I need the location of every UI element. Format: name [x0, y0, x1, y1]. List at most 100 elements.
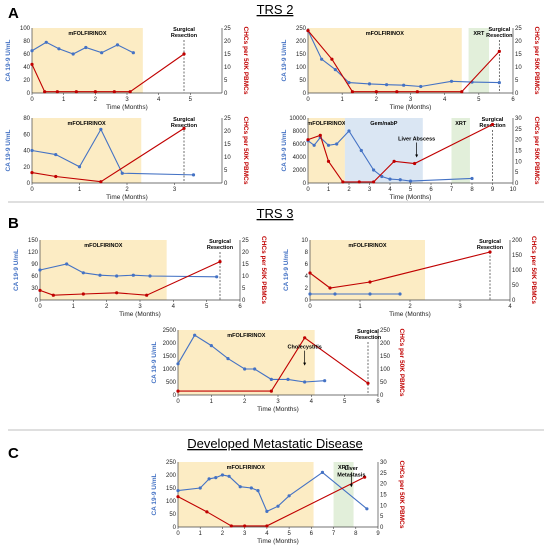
chc-point	[374, 90, 378, 94]
y-right-tick-label: 20	[224, 39, 231, 45]
region-label: XRT	[338, 465, 350, 471]
ca199-point	[398, 292, 402, 296]
ca199-point	[276, 504, 280, 508]
chc-point	[366, 381, 370, 385]
x-tick-label: 5	[343, 399, 347, 405]
chart-a3: mFOLFIRINOX 0 1 2 3 0 20 40 60 80 0 5 10 15 20 25 Time (…	[5, 116, 249, 201]
treatment-region	[308, 28, 462, 93]
treatment-region	[32, 28, 143, 93]
ca199-point	[365, 507, 369, 511]
x-axis-label: Time (Months)	[257, 538, 299, 545]
y-left-tick-label: 0	[303, 91, 307, 97]
y-left-axis-label: CA 19-9 U/mL	[5, 129, 12, 171]
y-left-tick-label: 150	[166, 486, 177, 492]
section-title-a: TRS 2	[257, 2, 294, 17]
x-tick-label: 4	[310, 399, 314, 405]
y-left-tick-label: 20	[23, 165, 30, 171]
y-right-tick-label: 10	[515, 159, 522, 165]
chc-point	[306, 29, 310, 33]
treatment-region	[178, 330, 315, 395]
y-left-axis-label: CA 19-9 U/mL	[281, 129, 288, 171]
chc-point	[81, 292, 85, 296]
ca199-point	[303, 380, 307, 384]
y-right-axis-label: CHCs per 50K PBMCs	[260, 236, 267, 304]
annotation-arrowhead	[415, 154, 419, 158]
x-tick-label: 6	[429, 187, 433, 193]
ca199-point	[408, 179, 413, 183]
ca199-point	[209, 344, 213, 348]
y-left-tick-label: 200	[296, 39, 307, 45]
x-tick-label: 3	[458, 304, 462, 310]
x-axis-label: Time (Months)	[257, 406, 299, 413]
x-tick-label: 1	[340, 97, 344, 103]
chc-line	[309, 251, 491, 289]
x-tick-label: 6	[376, 399, 380, 405]
ca199-point	[419, 84, 423, 89]
chc-point	[415, 90, 419, 94]
ca199-point	[384, 83, 389, 87]
y-left-tick-label: 8000	[293, 129, 307, 135]
y-right-tick-label: 25	[224, 116, 231, 122]
ca199-point	[470, 176, 474, 181]
ca199-point	[115, 274, 119, 278]
chc-point	[488, 250, 492, 254]
y-left-tick-label: 200	[166, 473, 177, 479]
y-left-tick-label: 120	[28, 250, 39, 256]
section-letter-b: B	[8, 215, 19, 232]
ca199-point	[77, 165, 82, 169]
ca199-point	[99, 127, 103, 131]
ca199-point	[30, 148, 34, 153]
annotation-label: Liver Abscess	[398, 137, 435, 143]
y-left-tick-label: 1000	[163, 367, 177, 373]
y-right-tick-label: 15	[224, 52, 231, 58]
x-tick-label: 1	[72, 304, 76, 310]
y-right-axis-label: CHCs per 50K PBMCs	[398, 329, 405, 397]
x-tick-label: 0	[176, 531, 180, 537]
ca199-point	[115, 43, 120, 47]
x-tick-label: 5	[189, 97, 193, 103]
y-left-tick-label: 4000	[293, 155, 307, 161]
ca199-line	[39, 263, 217, 278]
x-tick-label: 2	[408, 304, 412, 310]
x-tick-label: 9	[491, 187, 495, 193]
section-title-b: TRS 3	[257, 206, 294, 221]
y-left-tick-label: 0	[173, 525, 177, 531]
y-right-tick-label: 10	[380, 503, 387, 509]
x-tick-label: 2	[221, 531, 225, 537]
chc-point	[368, 280, 372, 284]
y-right-tick-label: 15	[515, 52, 522, 58]
chc-point	[306, 138, 310, 142]
ca199-point	[54, 152, 58, 157]
ca199-point	[402, 83, 406, 87]
chc-point	[55, 90, 59, 94]
annotation-label: Liver Metastasis	[337, 466, 365, 478]
ca199-point	[215, 275, 219, 279]
x-tick-label: 0	[176, 399, 180, 405]
chc-point	[205, 510, 209, 514]
ca199-point	[71, 52, 75, 56]
y-left-tick-label: 0	[305, 298, 309, 304]
y-right-tick-label: 10	[242, 274, 249, 280]
y-right-tick-label: 5	[224, 168, 228, 174]
x-tick-label: 4	[508, 304, 512, 310]
chc-point	[497, 49, 501, 54]
x-tick-label: 5	[205, 304, 209, 310]
y-right-axis-label: CHCs per 50K PBMCs	[398, 461, 405, 529]
ca199-point	[256, 489, 260, 493]
x-axis-label: Time (Months)	[390, 104, 432, 111]
ca199-line	[31, 128, 194, 176]
chc-point	[303, 336, 307, 340]
y-right-tick-label: 15	[224, 142, 231, 148]
ca199-point	[333, 68, 337, 72]
x-tick-label: 9	[376, 531, 380, 537]
y-right-tick-label: 25	[242, 238, 249, 244]
ca199-line	[177, 334, 325, 383]
ca199-point	[176, 489, 180, 493]
section-letter-a: A	[8, 5, 19, 22]
chc-point	[265, 524, 269, 528]
y-right-tick-label: 25	[515, 127, 522, 133]
y-right-tick-label: 5	[515, 170, 519, 176]
